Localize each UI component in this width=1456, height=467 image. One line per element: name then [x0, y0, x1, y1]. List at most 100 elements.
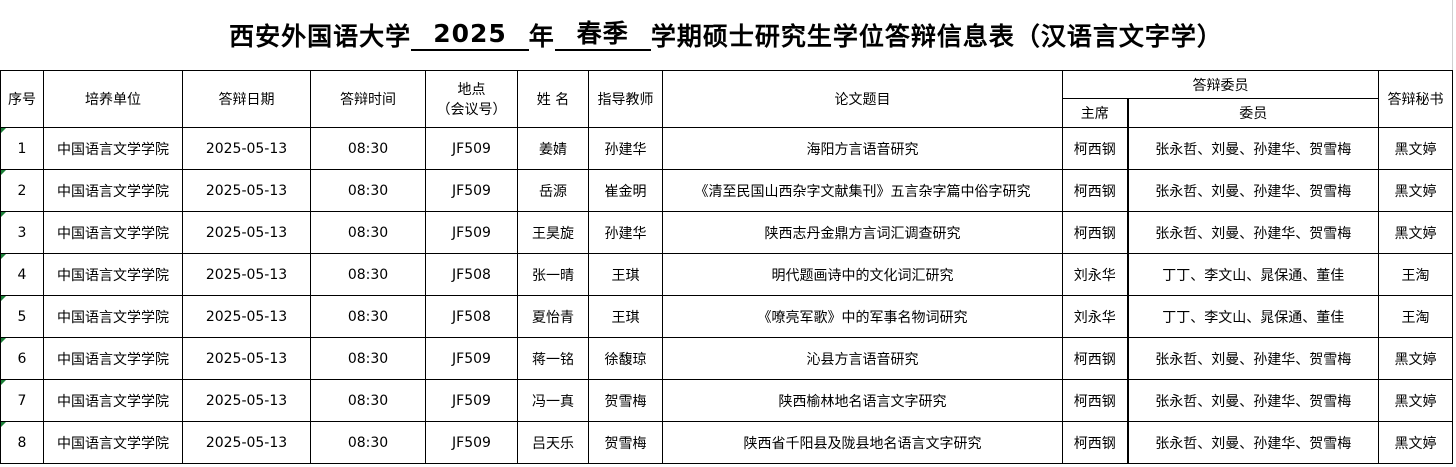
table-row[interactable]: 4 中国语言文学学院 2025-05-13 08:30 JF508 张一晴 王琪 明代题画诗中…: [0, 253, 1453, 296]
cell-secretary[interactable]: 黑文婷: [1378, 169, 1453, 212]
cell-secretary[interactable]: 王淘: [1378, 253, 1453, 296]
cell-topic[interactable]: 沁县方言语音研究: [662, 337, 1063, 380]
cell-date[interactable]: 2025-05-13: [182, 211, 311, 254]
cell-no[interactable]: 2: [0, 169, 44, 212]
cell-advisor[interactable]: 徐馥琼: [588, 337, 663, 380]
cell-members[interactable]: 张永哲、刘曼、孙建华、贺雪梅: [1126, 421, 1379, 464]
cell-secretary[interactable]: 王淘: [1378, 295, 1453, 338]
cell-advisor[interactable]: 孙建华: [588, 211, 663, 254]
cell-advisor[interactable]: 孙建华: [588, 127, 663, 170]
cell-name[interactable]: 姜婧: [517, 127, 589, 170]
table-row[interactable]: 8 中国语言文学学院 2025-05-13 08:30 JF509 吕天乐 贺雪梅 陕西省千阳…: [0, 421, 1453, 464]
cell-name[interactable]: 夏怡青: [517, 295, 589, 338]
header-name[interactable]: 姓 名: [517, 70, 589, 128]
header-members[interactable]: 委员: [1126, 98, 1379, 128]
cell-place[interactable]: JF508: [425, 295, 518, 338]
cell-members[interactable]: 张永哲、刘曼、孙建华、贺雪梅: [1126, 337, 1379, 380]
cell-members[interactable]: 张永哲、刘曼、孙建华、贺雪梅: [1126, 211, 1379, 254]
cell-unit[interactable]: 中国语言文学学院: [43, 337, 183, 380]
header-committee[interactable]: 答辩委员: [1062, 70, 1379, 99]
cell-chair[interactable]: 刘永华: [1062, 253, 1128, 296]
cell-members[interactable]: 张永哲、刘曼、孙建华、贺雪梅: [1126, 379, 1379, 422]
cell-advisor[interactable]: 贺雪梅: [588, 379, 663, 422]
cell-date[interactable]: 2025-05-13: [182, 421, 311, 464]
table-row[interactable]: 1 中国语言文学学院 2025-05-13 08:30 JF509 姜婧 孙建华 海阳方言语音…: [0, 127, 1453, 170]
cell-members[interactable]: 张永哲、刘曼、孙建华、贺雪梅: [1126, 169, 1379, 212]
cell-name[interactable]: 吕天乐: [517, 421, 589, 464]
cell-unit[interactable]: 中国语言文学学院: [43, 379, 183, 422]
cell-chair[interactable]: 柯西钢: [1062, 211, 1128, 254]
cell-advisor[interactable]: 贺雪梅: [588, 421, 663, 464]
cell-place[interactable]: JF508: [425, 253, 518, 296]
cell-secretary[interactable]: 黑文婷: [1378, 337, 1453, 380]
header-place[interactable]: 地点 （会议号）: [425, 70, 518, 128]
cell-name[interactable]: 张一晴: [517, 253, 589, 296]
cell-name[interactable]: 岳源: [517, 169, 589, 212]
header-no[interactable]: 序号: [0, 70, 44, 128]
header-chair[interactable]: 主席: [1062, 98, 1128, 128]
cell-name[interactable]: 蒋一铭: [517, 337, 589, 380]
header-topic[interactable]: 论文题目: [662, 70, 1063, 128]
cell-time[interactable]: 08:30: [310, 253, 426, 296]
header-secretary[interactable]: 答辩秘书: [1378, 70, 1453, 128]
cell-secretary[interactable]: 黑文婷: [1378, 379, 1453, 422]
header-advisor[interactable]: 指导教师: [588, 70, 663, 128]
cell-name[interactable]: 王昊旋: [517, 211, 589, 254]
cell-secretary[interactable]: 黑文婷: [1378, 421, 1453, 464]
cell-members[interactable]: 张永哲、刘曼、孙建华、贺雪梅: [1126, 127, 1379, 170]
cell-advisor[interactable]: 崔金明: [588, 169, 663, 212]
cell-no[interactable]: 6: [0, 337, 44, 380]
cell-date[interactable]: 2025-05-13: [182, 337, 311, 380]
table-row[interactable]: 3 中国语言文学学院 2025-05-13 08:30 JF509 王昊旋 孙建华 陕西志丹金…: [0, 211, 1453, 254]
cell-chair[interactable]: 柯西钢: [1062, 169, 1128, 212]
cell-no[interactable]: 1: [0, 127, 44, 170]
cell-place[interactable]: JF509: [425, 421, 518, 464]
cell-no[interactable]: 7: [0, 379, 44, 422]
cell-advisor[interactable]: 王琪: [588, 253, 663, 296]
cell-unit[interactable]: 中国语言文学学院: [43, 253, 183, 296]
cell-time[interactable]: 08:30: [310, 169, 426, 212]
cell-unit[interactable]: 中国语言文学学院: [43, 127, 183, 170]
cell-advisor[interactable]: 王琪: [588, 295, 663, 338]
cell-topic[interactable]: 《嘹亮军歌》中的军事名物词研究: [662, 295, 1063, 338]
cell-date[interactable]: 2025-05-13: [182, 379, 311, 422]
cell-place[interactable]: JF509: [425, 127, 518, 170]
cell-date[interactable]: 2025-05-13: [182, 169, 311, 212]
cell-chair[interactable]: 柯西钢: [1062, 421, 1128, 464]
table-row[interactable]: 7 中国语言文学学院 2025-05-13 08:30 JF509 冯一真 贺雪梅 陕西榆林地…: [0, 379, 1453, 422]
table-row[interactable]: 5 中国语言文学学院 2025-05-13 08:30 JF508 夏怡青 王琪 《嘹亮军歌》…: [0, 295, 1453, 338]
cell-chair[interactable]: 柯西钢: [1062, 127, 1128, 170]
cell-date[interactable]: 2025-05-13: [182, 253, 311, 296]
cell-chair[interactable]: 柯西钢: [1062, 379, 1128, 422]
cell-no[interactable]: 5: [0, 295, 44, 338]
cell-secretary[interactable]: 黑文婷: [1378, 211, 1453, 254]
table-row[interactable]: 6 中国语言文学学院 2025-05-13 08:30 JF509 蒋一铭 徐馥琼 沁县方言语…: [0, 337, 1453, 380]
cell-secretary[interactable]: 黑文婷: [1378, 127, 1453, 170]
cell-place[interactable]: JF509: [425, 169, 518, 212]
cell-time[interactable]: 08:30: [310, 337, 426, 380]
cell-members[interactable]: 丁丁、李文山、晁保通、董佳: [1126, 253, 1379, 296]
cell-members[interactable]: 丁丁、李文山、晁保通、董佳: [1126, 295, 1379, 338]
cell-topic[interactable]: 陕西省千阳县及陇县地名语言文字研究: [662, 421, 1063, 464]
cell-place[interactable]: JF509: [425, 379, 518, 422]
cell-time[interactable]: 08:30: [310, 379, 426, 422]
cell-place[interactable]: JF509: [425, 211, 518, 254]
cell-unit[interactable]: 中国语言文学学院: [43, 169, 183, 212]
cell-time[interactable]: 08:30: [310, 127, 426, 170]
cell-unit[interactable]: 中国语言文学学院: [43, 421, 183, 464]
cell-no[interactable]: 8: [0, 421, 44, 464]
cell-date[interactable]: 2025-05-13: [182, 127, 311, 170]
header-time[interactable]: 答辩时间: [310, 70, 426, 128]
cell-time[interactable]: 08:30: [310, 421, 426, 464]
cell-time[interactable]: 08:30: [310, 295, 426, 338]
cell-date[interactable]: 2025-05-13: [182, 295, 311, 338]
cell-topic[interactable]: 明代题画诗中的文化词汇研究: [662, 253, 1063, 296]
cell-unit[interactable]: 中国语言文学学院: [43, 295, 183, 338]
cell-no[interactable]: 3: [0, 211, 44, 254]
cell-name[interactable]: 冯一真: [517, 379, 589, 422]
cell-topic[interactable]: 海阳方言语音研究: [662, 127, 1063, 170]
cell-chair[interactable]: 刘永华: [1062, 295, 1128, 338]
header-unit[interactable]: 培养单位: [43, 70, 183, 128]
table-row[interactable]: 2 中国语言文学学院 2025-05-13 08:30 JF509 岳源 崔金明 《清至民国山…: [0, 169, 1453, 212]
cell-topic[interactable]: 《清至民国山西杂字文献集刊》五言杂字篇中俗字研究: [662, 169, 1063, 212]
